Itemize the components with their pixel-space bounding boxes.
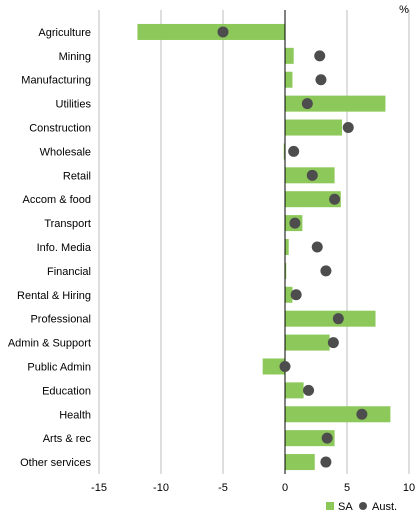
category-label: Education — [42, 385, 91, 397]
dot-aust — [329, 193, 341, 205]
category-label: Mining — [59, 51, 91, 63]
bar-sa — [285, 454, 315, 471]
category-label: Transport — [44, 218, 91, 230]
category-label: Other services — [20, 457, 91, 469]
dot-aust — [288, 145, 300, 157]
category-label: Accom & food — [23, 194, 91, 206]
unit-label: % — [399, 4, 409, 16]
category-label: Retail — [63, 170, 91, 182]
category-label: Admin & Support — [8, 338, 91, 350]
category-label: Wholesale — [40, 146, 91, 158]
legend-aust-label: Aust. — [372, 501, 397, 513]
dot-aust — [289, 217, 301, 229]
bar-sa — [285, 119, 343, 136]
category-labels: Agriculture Mining Manufacturing Utilities C… — [8, 27, 92, 469]
bar-sa — [285, 71, 293, 88]
gridlines — [98, 10, 410, 474]
bar-sa — [285, 239, 289, 255]
dot-aust — [314, 50, 326, 62]
legend-sa-swatch — [326, 502, 334, 510]
category-label: Utilities — [56, 99, 92, 111]
x-tick-label: -15 — [91, 482, 107, 494]
category-label: Health — [59, 409, 91, 421]
category-label: Arts & rec — [43, 433, 92, 445]
legend-sa-label: SA — [338, 501, 353, 513]
dot-aust — [311, 241, 323, 253]
dot-aust — [315, 74, 327, 86]
category-label: Manufacturing — [21, 75, 91, 87]
dot-aust — [327, 337, 339, 349]
bar-sa — [285, 95, 386, 112]
bar-sa — [285, 382, 304, 399]
dot-aust — [279, 360, 291, 372]
dot-aust — [306, 169, 318, 181]
bar-sa — [137, 23, 285, 40]
x-tick-label: -5 — [218, 482, 228, 494]
category-label: Info. Media — [37, 242, 92, 254]
dot-aust — [301, 98, 313, 110]
category-label: Public Admin — [27, 361, 91, 373]
bar-sa — [285, 310, 376, 327]
category-label: Construction — [29, 123, 91, 135]
dot-aust — [320, 456, 332, 468]
x-tick-labels: -15 -10 -5 0 5 10 — [91, 482, 415, 494]
legend: SA Aust. — [326, 501, 397, 513]
bar-sa — [285, 406, 391, 423]
dot-aust — [356, 408, 368, 420]
category-label: Professional — [30, 314, 91, 326]
dot-aust — [217, 26, 229, 38]
dot-aust — [332, 313, 344, 325]
x-tick-label: 10 — [403, 482, 415, 494]
sa-bars — [137, 23, 391, 471]
dot-aust — [320, 265, 332, 277]
bar-sa — [285, 191, 341, 208]
dot-aust — [342, 122, 354, 134]
category-label: Rental & Hiring — [17, 290, 91, 302]
dot-aust — [321, 432, 333, 444]
dot-aust — [290, 289, 302, 301]
aust-dots — [217, 26, 368, 468]
bar-sa — [285, 262, 287, 279]
category-label: Financial — [47, 266, 91, 278]
x-tick-label: 5 — [344, 482, 350, 494]
x-tick-label: -10 — [153, 482, 169, 494]
bar-sa — [283, 143, 285, 160]
category-label: Agriculture — [38, 27, 91, 39]
dot-aust — [303, 384, 315, 396]
legend-aust-dot — [359, 502, 367, 510]
bar-sa — [285, 334, 330, 351]
bar-sa — [285, 47, 294, 64]
bar-sa — [285, 286, 293, 303]
bar-sa — [285, 430, 335, 447]
bar-sa — [262, 358, 285, 375]
x-tick-label: 0 — [282, 482, 288, 494]
